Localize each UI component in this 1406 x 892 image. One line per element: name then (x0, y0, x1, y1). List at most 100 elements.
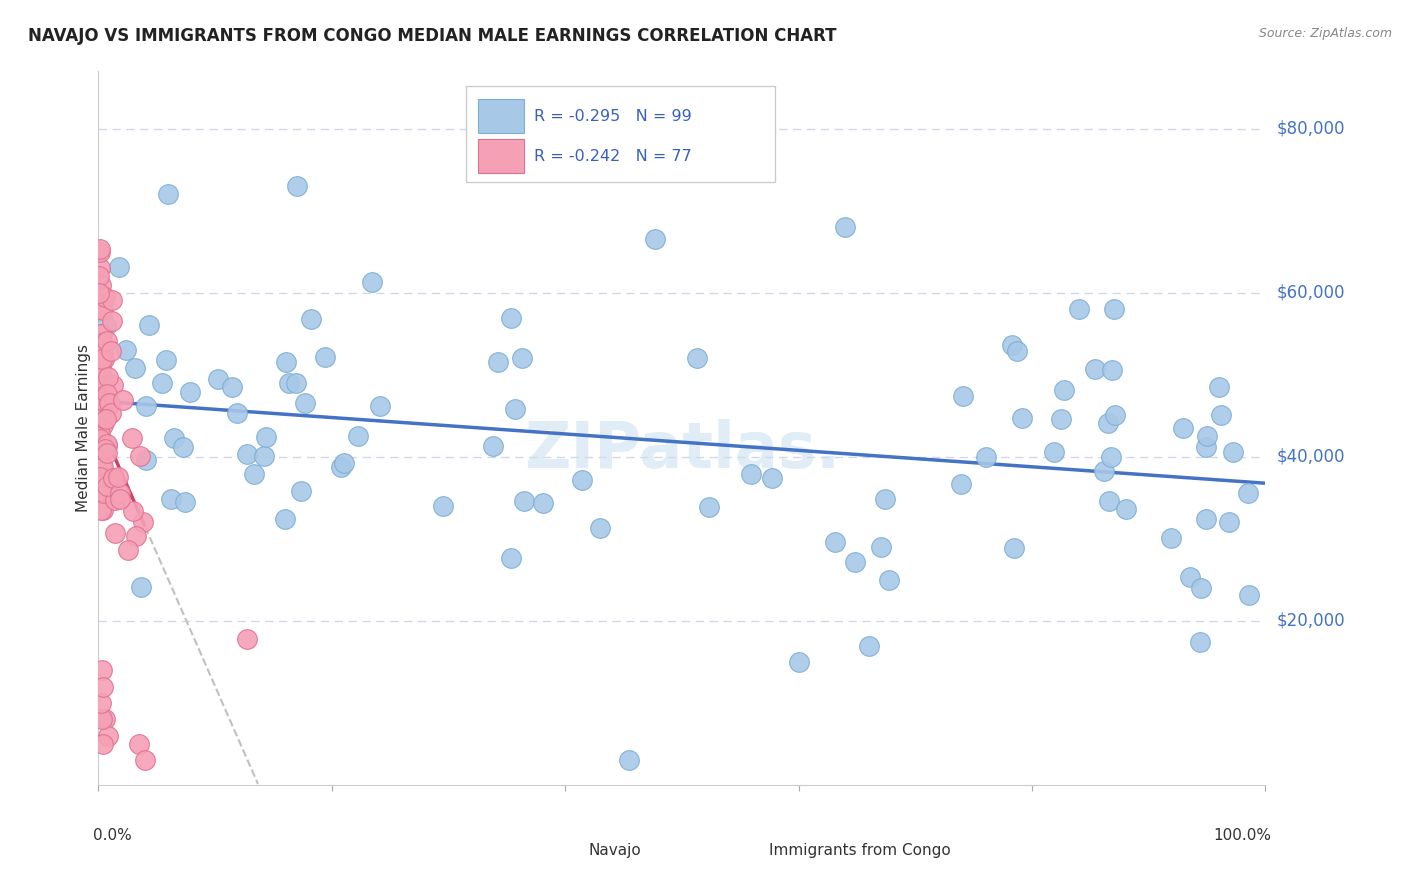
Point (834, 220, 856, 235)
Point (1171, 421, 1194, 435)
FancyBboxPatch shape (478, 99, 524, 134)
Point (1053, 383, 1076, 397)
Point (1102, 302, 1125, 317)
Point (361, 275, 384, 289)
Point (91, 680, 114, 694)
Point (273, 512, 295, 526)
Point (1092, 464, 1115, 478)
Point (135, 452, 157, 467)
Point (94, 442, 117, 456)
Point (284, 376, 307, 390)
Point (115, 343, 138, 358)
FancyBboxPatch shape (548, 839, 581, 862)
Point (91, 303, 114, 318)
Point (619, 753, 641, 767)
Point (89, 244, 111, 259)
Point (254, 429, 277, 443)
Point (97, 729, 120, 743)
Point (91, 502, 114, 516)
Text: $20,000: $20,000 (1277, 612, 1346, 630)
Text: R = -0.295   N = 99: R = -0.295 N = 99 (534, 109, 692, 124)
FancyBboxPatch shape (478, 139, 524, 173)
Point (98, 397, 121, 411)
Text: Immigrants from Congo: Immigrants from Congo (769, 843, 952, 858)
Point (89, 409, 111, 423)
Point (333, 456, 356, 470)
Point (96, 437, 118, 451)
Point (89, 433, 111, 447)
Point (236, 632, 259, 647)
Point (1104, 408, 1126, 422)
Point (132, 515, 155, 529)
Point (174, 495, 197, 509)
Point (91, 395, 114, 409)
Point (90, 696, 112, 710)
Point (129, 580, 152, 594)
Point (1236, 486, 1258, 500)
Point (108, 491, 131, 506)
Point (96, 479, 118, 493)
Point (1001, 338, 1024, 352)
Point (589, 521, 612, 535)
Point (285, 179, 308, 194)
Point (101, 313, 124, 327)
Point (93, 410, 115, 425)
Point (90, 337, 112, 351)
Point (290, 484, 312, 499)
Point (91, 372, 114, 386)
Point (117, 543, 139, 558)
Point (482, 438, 505, 452)
Text: Source: ZipAtlas.com: Source: ZipAtlas.com (1258, 27, 1392, 40)
Text: NAVAJO VS IMMIGRANTS FROM CONGO MEDIAN MALE EARNINGS CORRELATION CHART: NAVAJO VS IMMIGRANTS FROM CONGO MEDIAN M… (28, 27, 837, 45)
Point (278, 376, 301, 390)
Point (314, 350, 336, 364)
Point (128, 737, 150, 751)
Point (96, 386, 118, 401)
Point (1115, 501, 1137, 516)
Point (1188, 635, 1211, 649)
Point (253, 449, 276, 463)
Point (179, 385, 201, 400)
Point (1067, 302, 1090, 317)
Point (870, 541, 893, 555)
Point (96, 334, 118, 348)
Point (329, 459, 352, 474)
Point (740, 467, 762, 481)
Point (103, 471, 125, 485)
Point (347, 428, 370, 442)
Point (101, 293, 124, 307)
Point (531, 496, 554, 510)
Point (150, 376, 173, 391)
Point (104, 526, 127, 541)
Y-axis label: Median Male Earnings: Median Male Earnings (76, 344, 91, 512)
Point (952, 389, 974, 403)
Point (121, 504, 143, 518)
Point (90, 663, 112, 677)
Point (94, 290, 117, 304)
Point (1211, 408, 1233, 422)
Point (1097, 416, 1119, 430)
Point (503, 402, 526, 417)
Point (1011, 411, 1033, 425)
Point (1197, 428, 1219, 442)
Point (94, 712, 117, 726)
Point (125, 529, 148, 543)
Point (89, 261, 111, 276)
Point (89, 285, 111, 300)
Point (104, 492, 127, 507)
Point (207, 372, 229, 386)
Point (90, 433, 112, 447)
Text: ZIPatlas.: ZIPatlas. (524, 418, 839, 481)
Point (844, 555, 866, 569)
Point (89, 242, 111, 256)
Point (1218, 515, 1240, 529)
Point (499, 551, 522, 566)
Point (101, 378, 124, 392)
Point (110, 485, 132, 500)
Point (1208, 379, 1230, 393)
Point (134, 753, 156, 767)
Point (107, 470, 129, 484)
Point (90, 326, 112, 341)
Point (124, 361, 146, 376)
Point (858, 639, 880, 653)
